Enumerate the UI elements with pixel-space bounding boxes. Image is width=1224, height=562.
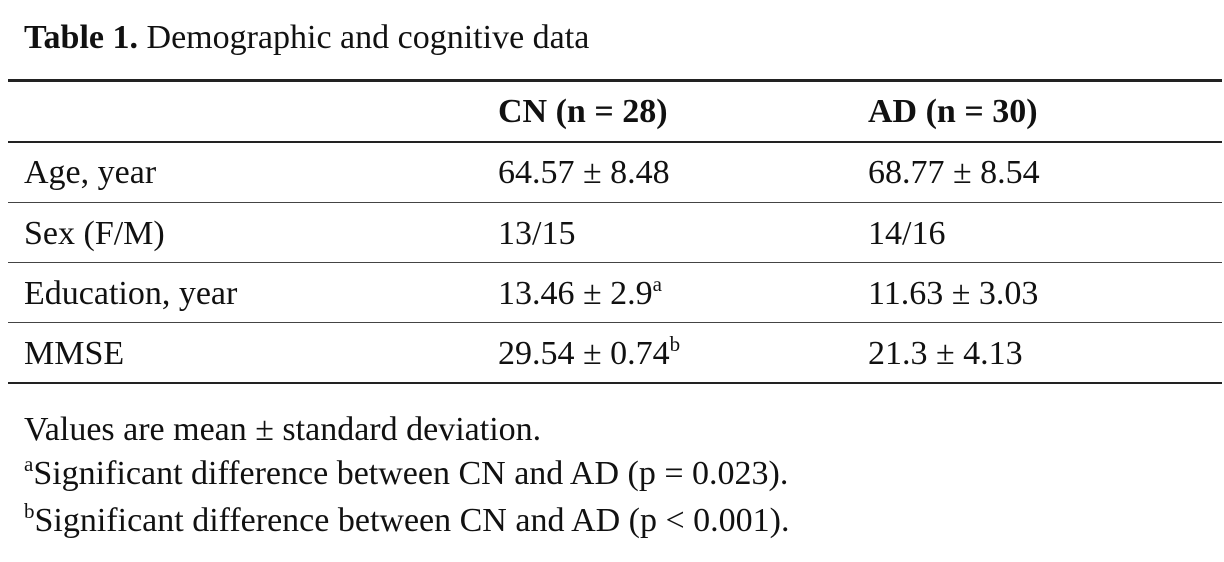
footnote-values: Values are mean ± standard deviation. (24, 411, 542, 448)
table-header-rule (8, 141, 1222, 143)
row-label-age: Age, year (24, 154, 157, 191)
footnote-a-mark: a (24, 452, 34, 476)
footnote-b-mark: b (24, 499, 35, 523)
cell-cn-age: 64.57 ± 8.48 (498, 151, 670, 195)
cell-cn-education: 13.46 ± 2.9a (498, 272, 662, 319)
table-caption-text: Demographic and cognitive data (146, 19, 590, 56)
cell-cn-mmse-value: 29.54 ± 0.74 (498, 335, 670, 372)
footnote-marker-a: a (652, 272, 662, 296)
footnote-b: bSignificant difference between CN and A… (24, 499, 790, 546)
cell-cn-sex: 13/15 (498, 215, 576, 252)
row-label-mmse: MMSE (24, 335, 125, 372)
row-divider (8, 322, 1222, 323)
cell-cn-education-value: 13.46 ± 2.9 (498, 275, 653, 312)
row-label-sex: Sex (F/M) (24, 215, 165, 252)
cell-ad-age: 68.77 ± 8.54 (868, 154, 1040, 191)
table-footnotes: Values are mean ± standard deviation. aS… (24, 408, 790, 546)
column-header-ad: AD (n = 30) (868, 93, 1038, 130)
cell-cn-age-value: 64.57 ± 8.48 (498, 154, 670, 191)
row-divider (8, 262, 1222, 263)
cell-ad-mmse: 21.3 ± 4.13 (868, 335, 1023, 372)
cell-ad-education: 11.63 ± 3.03 (868, 275, 1039, 312)
table-top-rule (8, 79, 1222, 82)
table-caption-label: Table 1. (24, 19, 139, 56)
cell-ad-sex: 14/16 (868, 215, 946, 252)
footnote-a-text: Significant difference between CN and AD… (33, 455, 789, 492)
row-label-education: Education, year (24, 275, 238, 312)
footnote-b-text: Significant difference between CN and AD… (34, 502, 790, 539)
cell-cn-mmse: 29.54 ± 0.74b (498, 332, 680, 379)
table-caption: Table 1. Demographic and cognitive data (24, 14, 589, 62)
footnote-marker-b: b (669, 332, 681, 356)
table-bottom-rule (8, 382, 1222, 384)
footnote-a: aSignificant difference between CN and A… (24, 452, 790, 499)
column-header-cn: CN (n = 28) (498, 93, 668, 130)
row-divider (8, 202, 1222, 203)
